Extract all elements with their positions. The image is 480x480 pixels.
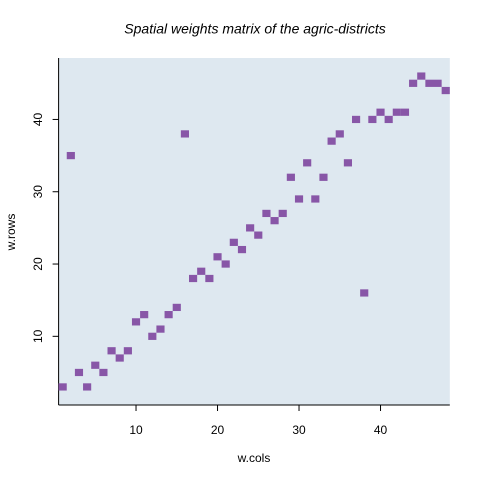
matrix-cell	[270, 217, 279, 225]
matrix-cell	[83, 383, 92, 391]
matrix-cell	[303, 159, 312, 167]
matrix-cell	[294, 195, 304, 203]
matrix-cell	[115, 354, 124, 362]
matrix-cell	[433, 79, 442, 87]
matrix-cell	[360, 289, 369, 297]
matrix-cell	[74, 368, 84, 377]
matrix-cell	[254, 231, 263, 239]
matrix-cell	[180, 130, 189, 138]
matrix-cell	[140, 311, 149, 319]
x-tick-label: 20	[211, 423, 225, 437]
matrix-cell	[148, 332, 157, 340]
matrix-cell	[409, 79, 418, 87]
matrix-cell	[197, 267, 206, 275]
matrix-cell	[286, 173, 295, 181]
matrix-cell	[376, 108, 385, 116]
matrix-cell	[91, 361, 100, 369]
matrix-cell	[229, 238, 238, 246]
matrix-cell	[237, 245, 247, 254]
y-tick-label: 20	[31, 257, 45, 271]
matrix-cell	[343, 159, 352, 167]
y-tick-label: 30	[31, 185, 45, 199]
matrix-cell	[99, 368, 108, 377]
matrix-cell	[392, 108, 401, 116]
x-axis-label: w.cols	[237, 451, 271, 465]
x-tick-label: 10	[129, 423, 143, 437]
matrix-cell	[156, 325, 165, 333]
matrix-cell	[246, 224, 255, 232]
matrix-cell	[417, 72, 426, 80]
matrix-cell	[66, 151, 75, 160]
matrix-cell	[58, 383, 67, 391]
x-tick-label: 40	[374, 423, 388, 437]
matrix-cell	[205, 274, 214, 283]
chart-title: Spatial weights matrix of the agric-dist…	[124, 21, 385, 37]
matrix-cell	[172, 303, 181, 312]
matrix-cell	[278, 209, 287, 218]
matrix-cell	[441, 86, 450, 95]
matrix-cell	[425, 79, 434, 87]
matrix-cell	[368, 115, 377, 124]
y-axis-label: w.rows	[4, 214, 18, 252]
matrix-cell	[352, 115, 361, 124]
x-tick-label: 30	[292, 423, 306, 437]
matrix-cell	[319, 173, 328, 181]
matrix-cell	[131, 318, 141, 326]
matrix-cell	[311, 195, 320, 203]
y-tick-label: 10	[31, 329, 45, 343]
matrix-cell	[221, 260, 230, 268]
matrix-cell	[262, 209, 271, 218]
matrix-cell	[335, 130, 344, 138]
matrix-cell	[327, 137, 336, 145]
matrix-cell	[400, 108, 410, 116]
matrix-cell	[213, 253, 222, 261]
y-tick-label: 40	[31, 112, 45, 126]
matrix-cell	[107, 347, 116, 355]
matrix-cell	[123, 347, 132, 355]
matrix-cell	[189, 274, 198, 283]
matrix-cell	[164, 311, 173, 319]
matrix-cell	[384, 115, 393, 124]
